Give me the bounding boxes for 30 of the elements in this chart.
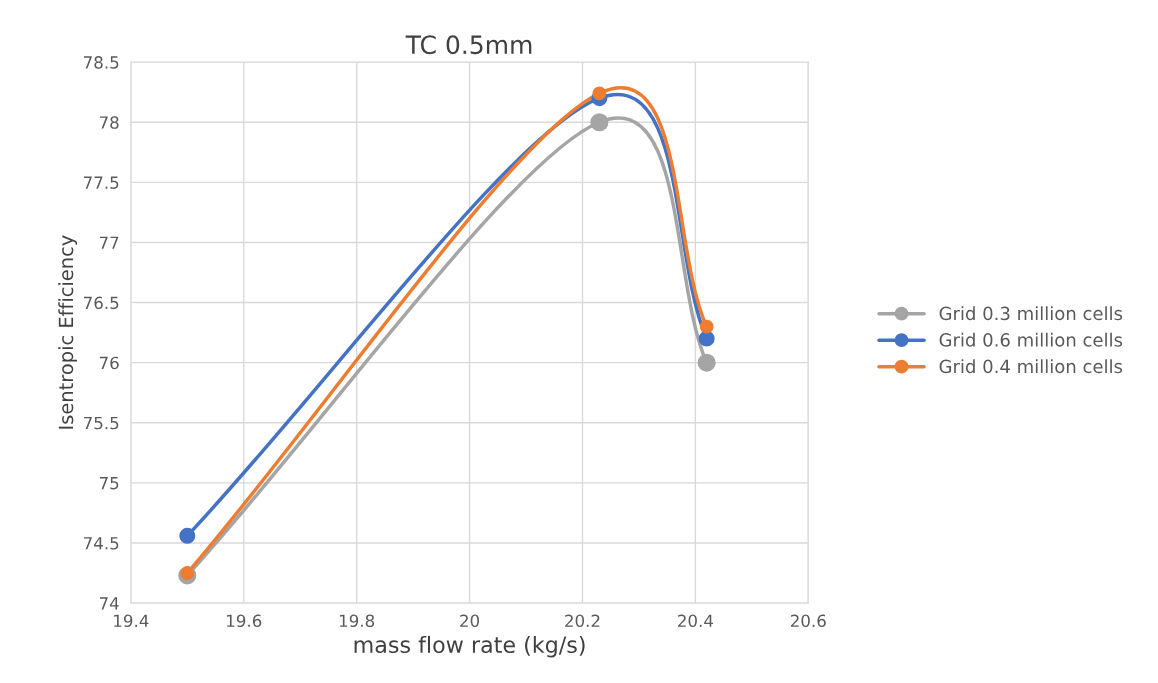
chart-title: TC 0.5mm bbox=[405, 35, 532, 55]
x-tick-label: 20 bbox=[460, 614, 480, 628]
x-tick-label: 20.4 bbox=[678, 614, 713, 628]
y-tick-label: 78 bbox=[99, 116, 119, 129]
x-tick-label: 19.4 bbox=[114, 614, 149, 628]
legend-label: Grid 0.3 million cells bbox=[939, 306, 1123, 321]
x-tick-label: 19.8 bbox=[339, 614, 375, 628]
y-tick-label: 74.5 bbox=[84, 537, 119, 550]
y-tick-label: 75 bbox=[99, 477, 119, 490]
legend-label: Grid 0.6 million cells bbox=[939, 332, 1123, 347]
y-tick-label: 77 bbox=[99, 236, 119, 249]
y-tick-label: 77.5 bbox=[84, 176, 119, 189]
y-tick-label: 76 bbox=[99, 356, 119, 370]
x-tick-label: 19.6 bbox=[227, 614, 262, 628]
x-tick-label: 20.2 bbox=[565, 614, 600, 628]
point bbox=[592, 86, 607, 101]
y-tick-label: 76.5 bbox=[84, 296, 119, 310]
point bbox=[697, 353, 716, 372]
point bbox=[698, 330, 715, 347]
point bbox=[180, 566, 195, 580]
x-axis-title: mass flow rate (kg/s) bbox=[354, 635, 585, 658]
y-tick-label: 74 bbox=[99, 597, 119, 610]
point bbox=[179, 527, 196, 544]
y-axis-title: Isentropic Efficiency bbox=[58, 235, 78, 429]
y-tick-label: 75.5 bbox=[84, 416, 119, 430]
point bbox=[699, 319, 714, 334]
legend-label: Grid 0.4 million cells bbox=[939, 359, 1123, 374]
y-tick-label: 78.5 bbox=[84, 56, 119, 69]
point bbox=[590, 113, 609, 132]
x-tick-label: 20.6 bbox=[790, 614, 826, 628]
